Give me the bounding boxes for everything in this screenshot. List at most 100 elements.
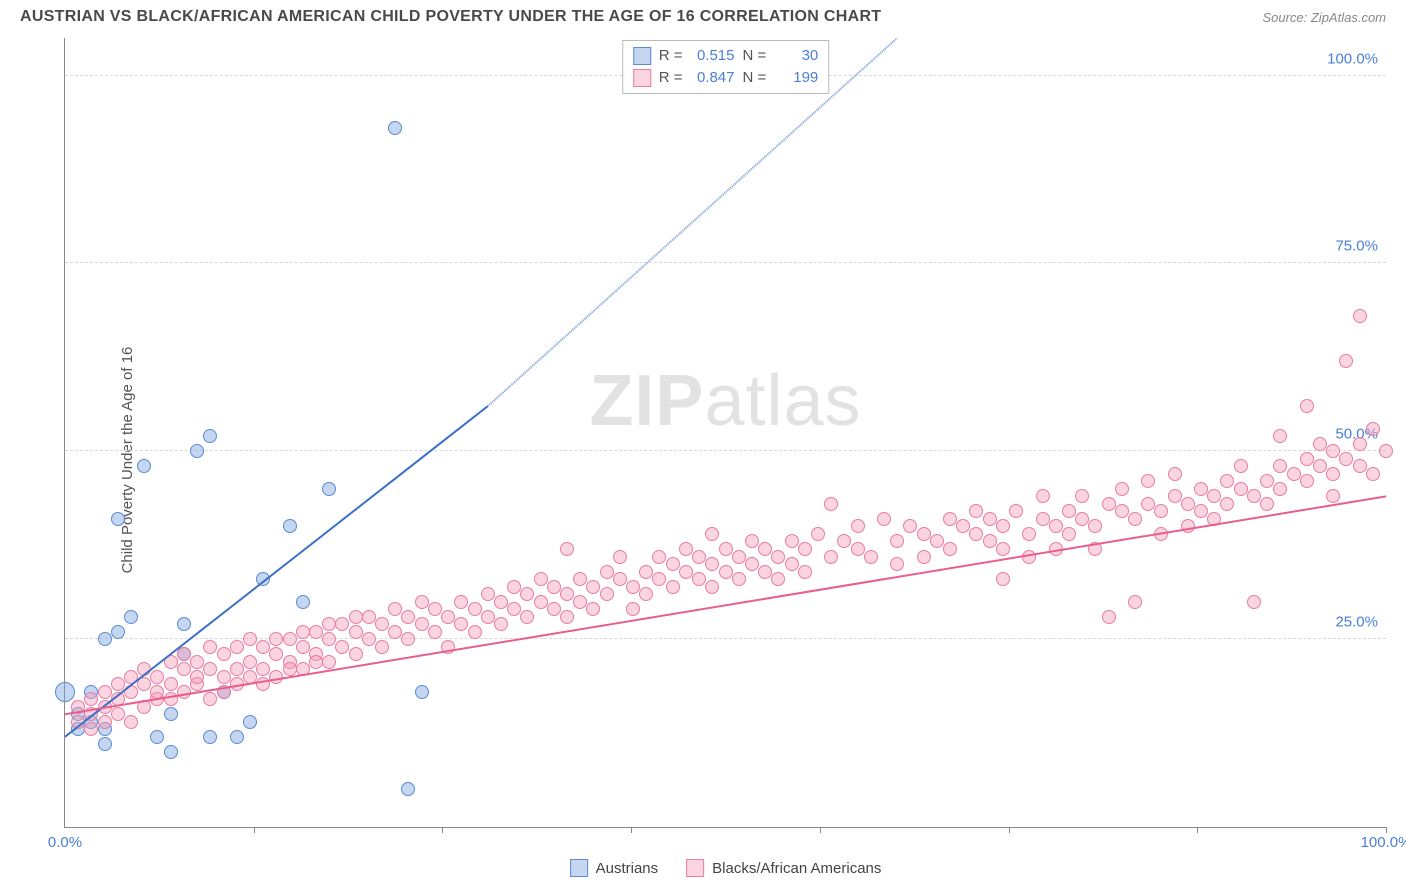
data-point [745, 557, 759, 571]
legend-swatch [633, 69, 651, 87]
source-attribution: Source: ZipAtlas.com [1262, 10, 1386, 25]
data-point [137, 700, 151, 714]
stat-legend-row: R =0.847N =199 [633, 67, 819, 89]
data-point [177, 685, 191, 699]
data-point [256, 640, 270, 654]
data-point [98, 737, 112, 751]
data-point [996, 519, 1010, 533]
data-point [943, 512, 957, 526]
data-point [652, 572, 666, 586]
data-point [547, 602, 561, 616]
data-point [1313, 437, 1327, 451]
data-point [507, 602, 521, 616]
data-point [164, 707, 178, 721]
data-point [98, 685, 112, 699]
data-point [150, 730, 164, 744]
data-point [1062, 504, 1076, 518]
stat-legend-row: R =0.515N =30 [633, 45, 819, 67]
stat-r-label: R = [659, 67, 683, 89]
data-point [507, 580, 521, 594]
data-point [890, 557, 904, 571]
x-tick [1009, 827, 1010, 833]
data-point [930, 534, 944, 548]
data-point [520, 610, 534, 624]
data-point [1339, 452, 1353, 466]
y-tick-label: 25.0% [1335, 614, 1378, 631]
data-point [1234, 459, 1248, 473]
data-point [1036, 489, 1050, 503]
data-point [269, 647, 283, 661]
data-point [256, 572, 270, 586]
data-point [745, 534, 759, 548]
data-point [283, 519, 297, 533]
data-point [1220, 474, 1234, 488]
data-point [1366, 467, 1380, 481]
data-point [243, 670, 257, 684]
data-point [468, 625, 482, 639]
chart-title: AUSTRIAN VS BLACK/AFRICAN AMERICAN CHILD… [20, 8, 881, 26]
data-point [1273, 482, 1287, 496]
data-point [1168, 489, 1182, 503]
data-point [1009, 504, 1023, 518]
data-point [98, 632, 112, 646]
data-point [851, 542, 865, 556]
chart-container: Child Poverty Under the Age of 16 ZIPatl… [20, 38, 1386, 882]
data-point [798, 565, 812, 579]
x-tick-label: 0.0% [48, 834, 82, 851]
data-point [454, 617, 468, 631]
data-point [1049, 542, 1063, 556]
data-point [1062, 527, 1076, 541]
data-point [1273, 429, 1287, 443]
data-point [256, 662, 270, 676]
data-point [771, 550, 785, 564]
data-point [84, 707, 98, 721]
data-point [692, 572, 706, 586]
data-point [1339, 354, 1353, 368]
data-point [71, 700, 85, 714]
data-point [177, 647, 191, 661]
data-point [1022, 550, 1036, 564]
stat-r-value: 0.515 [691, 45, 735, 67]
data-point [666, 557, 680, 571]
data-point [851, 519, 865, 533]
data-point [877, 512, 891, 526]
data-point [1141, 497, 1155, 511]
data-point [283, 662, 297, 676]
data-point [84, 722, 98, 736]
data-point [1036, 512, 1050, 526]
data-point [1168, 467, 1182, 481]
data-point [666, 580, 680, 594]
data-point [98, 700, 112, 714]
gridline-h [65, 262, 1386, 263]
data-point [1088, 542, 1102, 556]
data-point [322, 617, 336, 631]
legend-swatch [570, 859, 588, 877]
data-point [758, 565, 772, 579]
data-point [309, 655, 323, 669]
data-point [1260, 497, 1274, 511]
data-point [1353, 309, 1367, 323]
stat-r-value: 0.847 [691, 67, 735, 89]
data-point [481, 610, 495, 624]
data-point [1194, 504, 1208, 518]
data-point [956, 519, 970, 533]
data-point [996, 542, 1010, 556]
watermark: ZIPatlas [589, 360, 861, 442]
data-point [732, 572, 746, 586]
data-point [150, 685, 164, 699]
data-point [586, 602, 600, 616]
data-point [203, 662, 217, 676]
series-legend-item: Blacks/African Americans [686, 859, 881, 877]
data-point [969, 504, 983, 518]
data-point [1049, 519, 1063, 533]
data-point [137, 662, 151, 676]
data-point [124, 670, 138, 684]
data-point [969, 527, 983, 541]
data-point [362, 632, 376, 646]
data-point [1326, 489, 1340, 503]
data-point [1287, 467, 1301, 481]
data-point [217, 685, 231, 699]
data-point [547, 580, 561, 594]
series-legend-label: Austrians [596, 860, 659, 877]
data-point [428, 602, 442, 616]
